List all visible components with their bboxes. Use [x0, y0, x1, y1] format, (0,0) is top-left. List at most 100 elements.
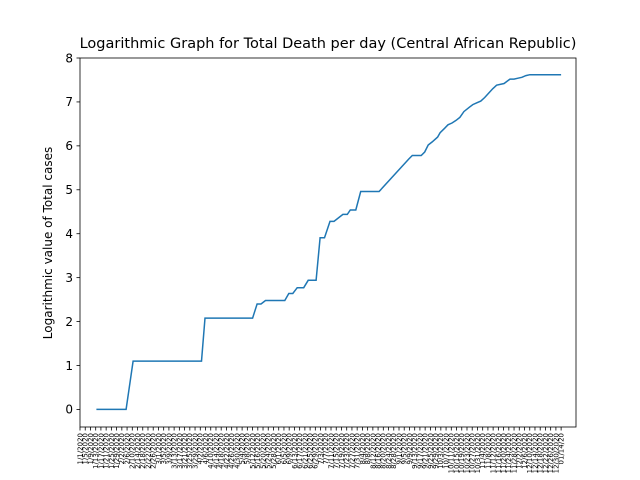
x-tick-label: 6/25/2020 — [307, 433, 315, 469]
x-tick-label: 1/1/2020 — [76, 433, 84, 464]
x-tick-label: 1/21/2020 — [103, 433, 111, 469]
x-tick-label: 6/21/2020 — [301, 433, 309, 469]
y-tick-label: 1 — [65, 359, 73, 373]
x-tick-label: 7/3/2020 — [317, 433, 325, 464]
x-tick-label: 10/11/2020 — [448, 433, 456, 473]
x-tick-label: 9/17/2020 — [416, 433, 424, 469]
series-line-0 — [96, 73, 562, 411]
x-tick-label: 3/9/2020 — [165, 433, 173, 464]
x-tick-label: 11/16/2020 — [495, 433, 503, 473]
y-tick-label: 0 — [65, 403, 73, 417]
x-tick-label: 10/3/2020 — [437, 433, 445, 469]
x-tick-label: 5/20/2020 — [259, 433, 267, 469]
x-tick-label: 10/23/2020 — [463, 433, 471, 473]
x-tick-label: 5/28/2020 — [270, 433, 278, 469]
x-tick-label: 2/22/2020 — [144, 433, 152, 469]
x-tick-label: 11/8/2020 — [484, 433, 492, 469]
x-tick-label: 4/14/2020 — [212, 433, 220, 469]
chart-title: Logarithmic Graph for Total Death per da… — [80, 36, 577, 52]
x-tick-label: 5/12/2020 — [249, 433, 257, 469]
x-tick-label: 8/8/2020 — [364, 433, 372, 464]
y-tick-label: 8 — [65, 51, 73, 65]
x-tick-label: 9/13/2020 — [411, 433, 419, 469]
x-tick-label: 12/22/2020 — [542, 433, 550, 473]
x-tick-label: 3/29/2020 — [192, 433, 200, 469]
x-tick-label: 10/7/2020 — [443, 433, 451, 469]
x-tick-label: 10/31/2020 — [474, 433, 482, 473]
x-tick-label: 5/16/2020 — [254, 433, 262, 469]
x-tick-label: 6/1/2020 — [275, 433, 283, 464]
y-tick-label: 7 — [65, 95, 73, 109]
x-tick-label: 3/5/2020 — [160, 433, 168, 464]
x-tick-label: 9/1/2020 — [395, 433, 403, 464]
x-tick-label: 10/27/2020 — [469, 433, 477, 473]
plot-area: 0 1 2 3 4 5 6 7 8 1/1/20201/5/20201/9/20201/13/20… — [65, 51, 577, 473]
x-tick-label: 12/14/2020 — [531, 433, 539, 473]
x-tick-label: 7/7/2020 — [322, 433, 330, 464]
y-axis-label: Logarithmic value of Total cases — [41, 147, 55, 339]
x-tick-label: 1/5/2020 — [82, 433, 90, 464]
x-tick-label: 6/9/2020 — [286, 433, 294, 464]
x-tick-label: 2/26/2020 — [150, 433, 158, 469]
x-tick-label: 8/4/2020 — [359, 433, 367, 464]
x-tick-label: 8/20/2020 — [380, 433, 388, 469]
x-tick-label: 12/10/2020 — [526, 433, 534, 473]
y-tick-label: 2 — [65, 315, 73, 329]
x-tick-label: 7/19/2020 — [338, 433, 346, 469]
y-tick-label: 5 — [65, 183, 73, 197]
x-tick-label: 4/18/2020 — [218, 433, 226, 469]
x-tick-label: 8/28/2020 — [390, 433, 398, 469]
x-tick-label: 11/4/2020 — [479, 433, 487, 469]
x-tick-label: 12/6/2020 — [521, 433, 529, 469]
x-tick-label: 11/24/2020 — [505, 433, 513, 473]
x-tick-label: 7/31/2020 — [354, 433, 362, 469]
x-tick-label: 2/2/2020 — [118, 433, 126, 464]
x-tick-label: 3/21/2020 — [181, 433, 189, 469]
x-tick-label: 3/1/2020 — [155, 433, 163, 464]
x-tick-label: 9/5/2020 — [401, 433, 409, 464]
y-tick-label: 3 — [65, 271, 73, 285]
x-tick-label: 12/30/2020 — [552, 433, 560, 473]
x-tick-label: 4/30/2020 — [233, 433, 241, 469]
x-tick-label: 1/13/2020 — [92, 433, 100, 469]
x-tick-label: 01/14/20 — [558, 433, 566, 464]
x-tick-label: 1/9/2020 — [87, 433, 95, 464]
x-tick-label: 4/22/2020 — [223, 433, 231, 469]
x-tick-label: 2/10/2020 — [129, 433, 137, 469]
x-tick-label: 7/27/2020 — [348, 433, 356, 469]
x-tick-label: 8/16/2020 — [375, 433, 383, 469]
x-tick-label: 9/21/2020 — [422, 433, 430, 469]
x-tick-label: 7/23/2020 — [343, 433, 351, 469]
x-tick-label: 8/24/2020 — [385, 433, 393, 469]
x-tick-label: 1/17/2020 — [97, 433, 105, 469]
x-tick-label: 3/17/2020 — [176, 433, 184, 469]
x-tick-label: 1/29/2020 — [113, 433, 121, 469]
x-tick-label: 5/24/2020 — [265, 433, 273, 469]
x-tick-label: 11/20/2020 — [500, 433, 508, 473]
x-tick-label: 10/19/2020 — [458, 433, 466, 473]
y-tick-label: 6 — [65, 139, 73, 153]
axes-frame — [79, 57, 577, 428]
x-tick-label: 9/29/2020 — [432, 433, 440, 469]
x-tick-label: 3/25/2020 — [186, 433, 194, 469]
x-tick-label: 9/9/2020 — [406, 433, 414, 464]
x-tick-label: 4/10/2020 — [207, 433, 215, 469]
x-tick-label: 12/26/2020 — [547, 433, 555, 473]
x-tick-label: 1/25/2020 — [108, 433, 116, 469]
x-tick-label: 6/29/2020 — [312, 433, 320, 469]
x-tick-label: 10/15/2020 — [453, 433, 461, 473]
x-tick-label: 11/28/2020 — [511, 433, 519, 473]
x-tick-label: 3/13/2020 — [171, 433, 179, 469]
x-tick-label: 4/26/2020 — [228, 433, 236, 469]
x-tick-label: 5/4/2020 — [239, 433, 247, 464]
x-tick-label: 2/6/2020 — [124, 433, 132, 464]
x-tick-label: 4/6/2020 — [202, 433, 210, 464]
x-tick-label: 12/18/2020 — [537, 433, 545, 473]
x-tick-label: 6/17/2020 — [296, 433, 304, 469]
x-tick-label: 8/12/2020 — [369, 433, 377, 469]
x-tick-label: 11/12/2020 — [490, 433, 498, 473]
x-tick-label: 4/2/2020 — [197, 433, 205, 464]
x-tick-label: 5/8/2020 — [244, 433, 252, 464]
y-tick-label: 4 — [65, 227, 73, 241]
